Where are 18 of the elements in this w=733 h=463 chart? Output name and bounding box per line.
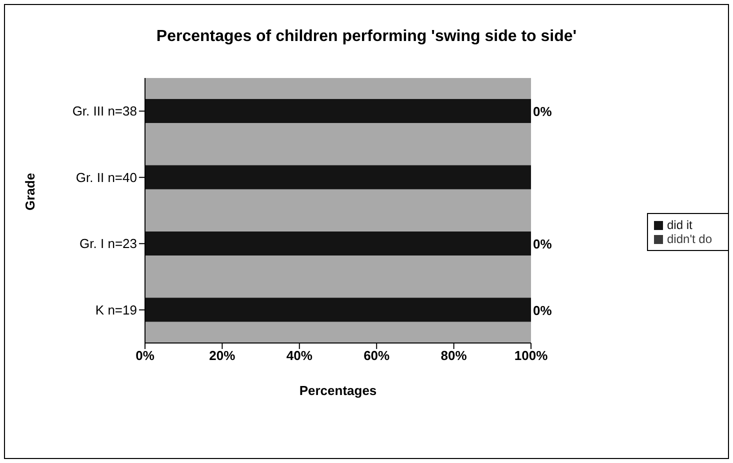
x-tick-label: 20% xyxy=(209,348,236,364)
y-tick-label: Gr. II n=40 xyxy=(76,170,137,185)
y-tick-label: Gr. III n=38 xyxy=(72,104,137,119)
y-tick-label: Gr. I n=23 xyxy=(80,236,137,252)
x-axis-title: Percentages xyxy=(299,383,377,398)
data-label: 0% xyxy=(533,236,552,252)
x-tick-label: 100% xyxy=(514,348,548,364)
x-tick-label: 40% xyxy=(286,348,313,364)
chart-title: Percentages of children performing 'swing side to side' xyxy=(155,28,578,46)
y-axis-title: Grade xyxy=(22,172,38,210)
x-tick-label: 60% xyxy=(364,348,390,364)
x-tick-label: 80% xyxy=(440,348,468,364)
legend-label: did it xyxy=(667,218,692,232)
legend-label: didn't do xyxy=(667,232,712,246)
data-label: 0% xyxy=(533,104,552,119)
data-label: 0% xyxy=(533,302,552,318)
x-tick-label: 0% xyxy=(136,348,155,364)
y-tick-label: K n=19 xyxy=(95,302,137,318)
